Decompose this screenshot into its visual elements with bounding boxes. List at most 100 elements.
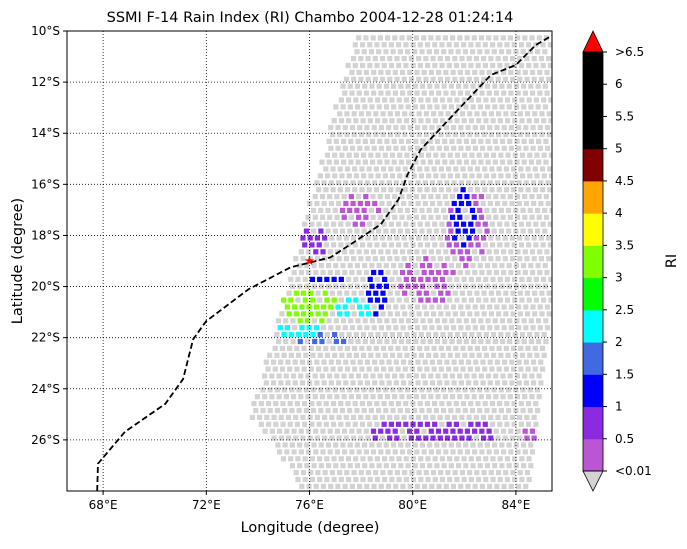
colorbar-segment — [583, 277, 603, 311]
no-rain-pixel — [348, 214, 355, 220]
no-rain-pixel — [431, 111, 437, 117]
no-rain-pixel — [389, 332, 396, 338]
no-rain-pixel — [457, 269, 463, 276]
no-rain-pixel — [406, 35, 412, 41]
no-rain-pixel — [478, 373, 484, 379]
no-rain-pixel — [439, 476, 446, 483]
no-rain-pixel — [275, 318, 282, 324]
no-rain-pixel — [538, 359, 544, 365]
no-rain-pixel — [440, 152, 446, 158]
no-rain-pixel — [510, 111, 516, 117]
no-rain-pixel — [518, 366, 524, 372]
no-rain-pixel — [502, 180, 508, 186]
no-rain-pixel — [353, 476, 359, 483]
no-rain-pixel — [491, 152, 497, 158]
no-rain-pixel — [338, 97, 344, 103]
no-rain-pixel — [525, 401, 532, 407]
no-rain-pixel — [391, 283, 397, 289]
no-rain-pixel — [321, 325, 327, 331]
no-rain-pixel — [469, 173, 475, 179]
no-rain-pixel — [488, 111, 495, 117]
no-rain-pixel — [390, 228, 396, 234]
no-rain-pixel — [390, 263, 397, 269]
no-rain-pixel — [490, 62, 496, 69]
colorbar-segment — [583, 116, 603, 150]
no-rain-pixel — [265, 421, 272, 427]
no-rain-pixel — [349, 304, 356, 310]
no-rain-pixel — [438, 131, 444, 138]
no-rain-pixel — [375, 152, 381, 158]
no-rain-pixel — [465, 325, 471, 331]
no-rain-pixel — [378, 90, 384, 96]
no-rain-pixel — [513, 228, 519, 234]
no-rain-pixel — [387, 256, 393, 262]
rain-pixel — [364, 200, 371, 207]
no-rain-pixel — [304, 263, 310, 269]
no-rain-pixel — [311, 463, 317, 469]
rain-pixel — [417, 421, 423, 427]
colorbar-segment — [583, 309, 603, 343]
no-rain-pixel — [466, 76, 472, 82]
rain-pixel — [468, 421, 474, 427]
no-rain-pixel — [435, 449, 442, 455]
no-rain-pixel — [468, 476, 474, 483]
no-rain-pixel — [504, 242, 510, 248]
no-rain-pixel — [272, 366, 278, 372]
no-rain-pixel — [500, 214, 506, 220]
no-rain-pixel — [364, 180, 371, 186]
no-rain-pixel — [425, 476, 431, 483]
no-rain-pixel — [270, 359, 277, 365]
no-rain-pixel — [374, 276, 381, 282]
no-rain-pixel — [482, 42, 488, 48]
no-rain-pixel — [452, 256, 458, 262]
no-rain-pixel — [350, 235, 357, 241]
no-rain-pixel — [333, 159, 340, 165]
no-rain-pixel — [438, 111, 444, 117]
no-rain-pixel — [274, 407, 281, 414]
no-rain-pixel — [369, 159, 376, 165]
no-rain-pixel — [409, 290, 415, 296]
no-rain-pixel — [541, 152, 547, 158]
no-rain-pixel — [462, 332, 468, 338]
no-rain-pixel — [419, 83, 426, 89]
no-rain-pixel — [423, 111, 429, 117]
rain-pixel — [450, 428, 456, 434]
rain-pixel — [306, 304, 312, 310]
no-rain-pixel — [476, 332, 482, 338]
no-rain-pixel — [539, 131, 545, 138]
no-rain-pixel — [527, 207, 533, 213]
no-rain-pixel — [508, 304, 514, 310]
no-rain-pixel — [526, 62, 532, 69]
no-rain-pixel — [347, 263, 353, 269]
no-rain-pixel — [468, 118, 475, 124]
no-rain-pixel — [326, 318, 332, 324]
no-rain-pixel — [427, 138, 433, 144]
no-rain-pixel — [437, 76, 443, 82]
no-rain-pixel — [470, 83, 476, 89]
no-rain-pixel — [277, 449, 283, 455]
no-rain-pixel — [333, 318, 339, 324]
no-rain-pixel — [309, 456, 315, 462]
no-rain-pixel — [334, 373, 340, 379]
no-rain-pixel — [388, 221, 394, 227]
no-rain-pixel — [346, 118, 352, 124]
no-rain-pixel — [519, 456, 525, 462]
rain-pixel — [475, 421, 481, 427]
no-rain-pixel — [490, 118, 496, 124]
no-rain-pixel — [328, 200, 335, 207]
no-rain-pixel — [359, 242, 366, 248]
no-rain-pixel — [482, 345, 488, 351]
no-rain-pixel — [336, 414, 342, 420]
no-rain-pixel — [457, 394, 463, 400]
no-rain-pixel — [418, 476, 424, 483]
no-rain-pixel — [440, 352, 446, 358]
no-rain-pixel — [398, 83, 404, 89]
no-rain-pixel — [441, 49, 447, 55]
no-rain-pixel — [487, 380, 493, 386]
no-rain-pixel — [502, 56, 508, 62]
no-rain-pixel — [360, 476, 366, 483]
no-rain-pixel — [288, 352, 294, 358]
no-rain-pixel — [520, 49, 526, 55]
no-rain-pixel — [390, 407, 396, 414]
